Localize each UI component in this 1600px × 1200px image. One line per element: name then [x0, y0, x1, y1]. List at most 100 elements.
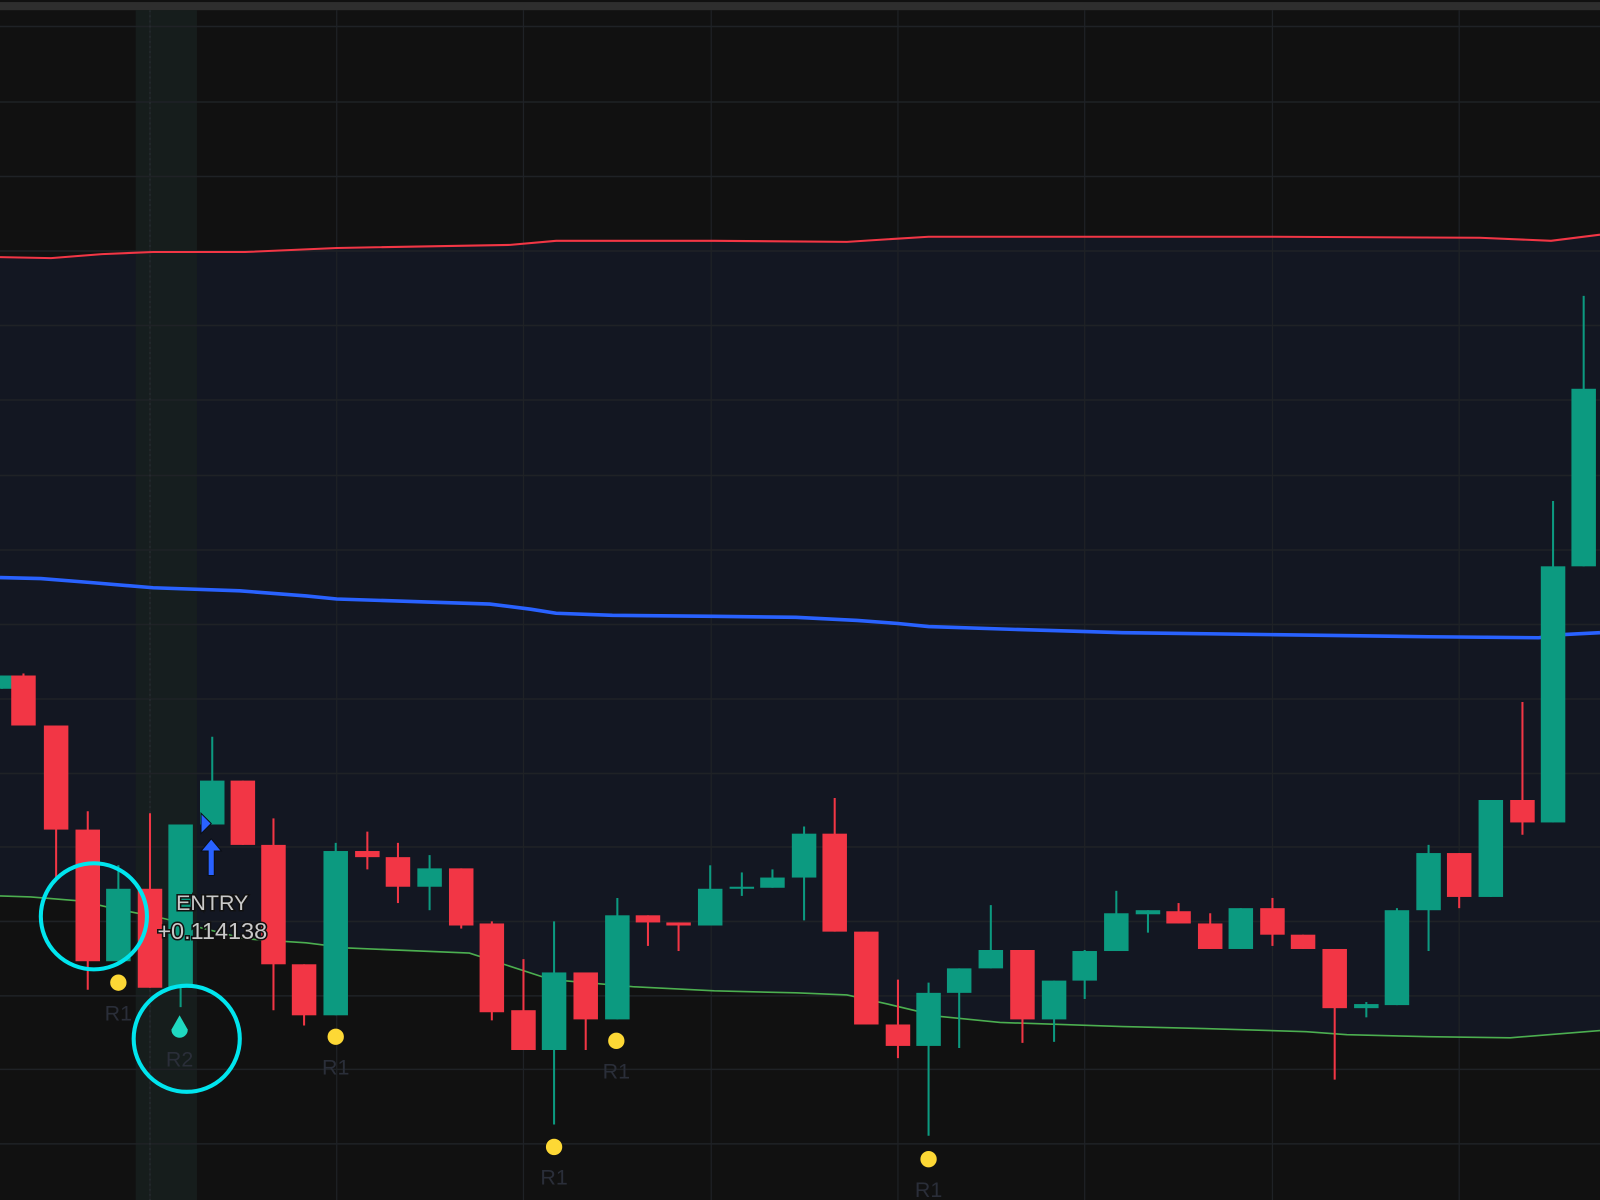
candle[interactable]: [666, 922, 691, 952]
candle[interactable]: [1290, 934, 1316, 949]
candle[interactable]: [822, 797, 847, 932]
candle-body: [1416, 853, 1441, 911]
candle[interactable]: [1322, 948, 1347, 1080]
candle-body: [822, 833, 847, 932]
highlight-circle-icon: [38, 861, 149, 972]
candle[interactable]: [75, 811, 100, 990]
candle[interactable]: [1510, 702, 1535, 835]
candle-body: [385, 857, 411, 887]
entry-up-arrow-icon: [199, 837, 223, 877]
candle[interactable]: [323, 842, 348, 1016]
candle[interactable]: [1354, 1002, 1379, 1018]
candle[interactable]: [697, 865, 723, 926]
candle[interactable]: [43, 725, 69, 878]
candle[interactable]: [168, 824, 193, 1008]
candle-body: [760, 877, 785, 888]
candle[interactable]: [1384, 908, 1410, 1006]
candle-body: [573, 972, 598, 1020]
candle[interactable]: [1010, 950, 1035, 1043]
candle[interactable]: [1072, 950, 1097, 999]
candle[interactable]: [1041, 980, 1067, 1042]
signal-label: R1: [540, 1166, 567, 1190]
candle[interactable]: [635, 915, 661, 946]
candle-body: [946, 968, 972, 993]
candle[interactable]: [1540, 501, 1566, 823]
entry-label: ENTRY: [176, 891, 248, 915]
r2-label: R2: [166, 1047, 193, 1071]
signal-dot-icon: [110, 974, 127, 991]
candle-body: [511, 1010, 536, 1050]
candle[interactable]: [355, 831, 380, 870]
candle[interactable]: [885, 979, 911, 1059]
candle[interactable]: [916, 982, 941, 1136]
candle[interactable]: [729, 872, 755, 896]
candle-body: [1384, 910, 1410, 1006]
candle-body: [1166, 911, 1191, 924]
candle[interactable]: [261, 818, 286, 1011]
candle-body: [1010, 950, 1035, 1020]
candle-body: [291, 964, 317, 1016]
candle[interactable]: [946, 968, 972, 1048]
candle[interactable]: [291, 964, 317, 1026]
candle-body: [666, 922, 691, 926]
candle[interactable]: [1571, 295, 1596, 567]
candle-body: [1072, 951, 1097, 981]
candle[interactable]: [230, 780, 256, 845]
r2-drop-icon: [171, 1015, 188, 1038]
candle-body: [978, 950, 1004, 969]
candle[interactable]: [854, 931, 879, 1025]
entry-flag-icon: [200, 812, 212, 835]
candle[interactable]: [0, 675, 15, 689]
candle[interactable]: [1228, 908, 1254, 949]
candle[interactable]: [1166, 903, 1191, 924]
candle-body: [541, 972, 567, 1050]
signal-dot-icon: [327, 1028, 344, 1045]
candle[interactable]: [1260, 897, 1285, 946]
candle-body: [1446, 853, 1472, 897]
candle-body: [1260, 908, 1285, 935]
candle[interactable]: [605, 897, 630, 1020]
candle[interactable]: [1416, 844, 1441, 952]
candle-body: [1135, 910, 1161, 915]
r2-marker: R2: [166, 1015, 193, 1071]
candle[interactable]: [417, 855, 442, 911]
candle-body: [1571, 388, 1596, 567]
candle-body: [1228, 908, 1254, 949]
candle-body: [635, 915, 661, 923]
highlight-circle-icon: [131, 983, 242, 1094]
candle[interactable]: [448, 868, 474, 929]
candle-body: [697, 888, 723, 926]
candle[interactable]: [1135, 910, 1161, 933]
signal-dot-icon: [608, 1032, 625, 1049]
candle[interactable]: [11, 673, 36, 726]
entry-annotation: ENTRY +0.114138: [156, 812, 269, 945]
candle-body: [230, 780, 256, 845]
top-bar: [0, 2, 1600, 11]
candle[interactable]: [1446, 853, 1472, 909]
candle[interactable]: [573, 972, 598, 1050]
signal-label: R1: [603, 1060, 630, 1084]
candle[interactable]: [106, 865, 131, 962]
candle-body: [355, 851, 380, 858]
candle[interactable]: [541, 921, 567, 1125]
candle[interactable]: [1197, 913, 1223, 949]
candle[interactable]: [1104, 890, 1129, 952]
candle-body: [605, 915, 630, 1020]
candle[interactable]: [978, 905, 1004, 969]
candle-body: [75, 829, 100, 962]
candle-body: [479, 923, 505, 1013]
grid-lines: [0, 10, 1600, 1200]
candle[interactable]: [760, 869, 785, 888]
candle-body: [323, 851, 348, 1016]
candle[interactable]: [385, 842, 411, 904]
candle-body: [1290, 934, 1316, 949]
candle-body: [168, 824, 193, 988]
candle[interactable]: [791, 826, 817, 921]
candle-body: [43, 725, 69, 830]
candle[interactable]: [511, 959, 536, 1050]
channel-fill: [0, 234, 1600, 1038]
candle[interactable]: [1478, 800, 1504, 897]
candle[interactable]: [479, 921, 505, 1021]
signal-dot-icon: [545, 1138, 563, 1156]
